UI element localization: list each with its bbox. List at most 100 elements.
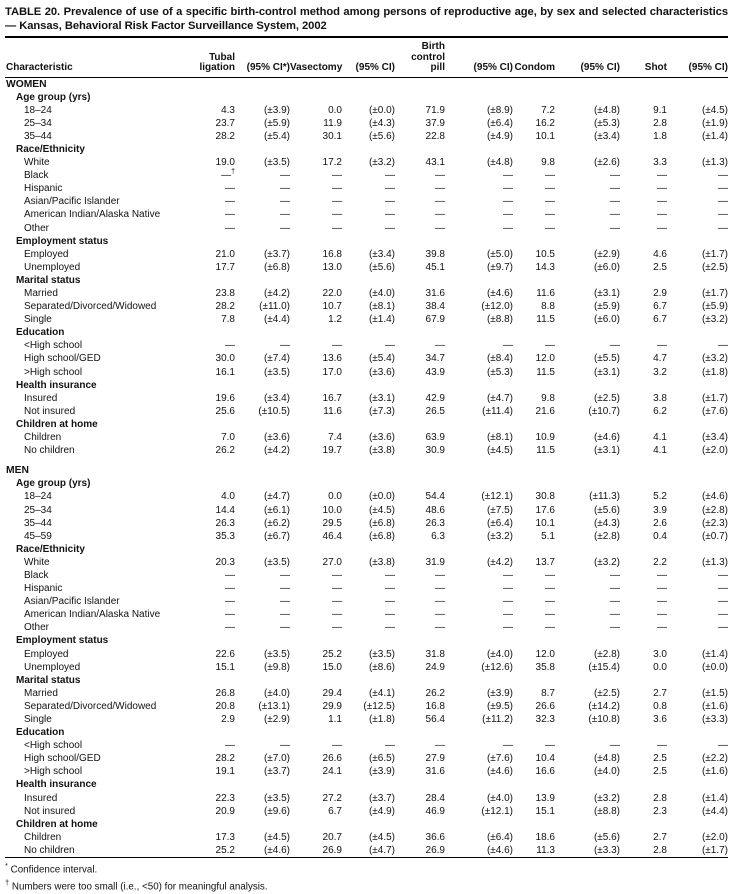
cell-value: (±3.6) (368, 432, 395, 444)
cell-value: 2.7 (653, 831, 667, 843)
cell-value: (±6.5) (368, 753, 395, 765)
cell-value: — (718, 209, 728, 221)
row-label: High school/GED (24, 753, 101, 765)
cell-value: 24.9 (425, 661, 445, 673)
cell-value: 25.2 (322, 648, 342, 660)
cell-value: (±0.7) (701, 530, 728, 542)
cell-value: 11.6 (323, 405, 342, 417)
cell-value: 6.7 (653, 301, 667, 313)
cell-value: 54.4 (425, 491, 445, 503)
group-label: Health insurance (16, 379, 97, 391)
cell-value: (±3.7) (263, 248, 290, 260)
table-row: 25–34 14.4 (±6.1) 10.0 (±4.5) 48.6 (±7.5) 17.6 (… (5, 504, 728, 517)
row-label: Black (24, 170, 49, 182)
cell-value: (±3.5) (368, 648, 395, 660)
cell-value: — (385, 596, 395, 608)
cell-value: (±8.1) (368, 301, 395, 313)
row-label: 25–34 (24, 117, 52, 129)
cell-value: (±3.1) (593, 445, 620, 457)
table-header-row: Characteristic Tubal ligation (95% CI*) Vase… (5, 38, 728, 78)
cell-value: (±4.6) (486, 844, 513, 856)
cell-value: (±4.6) (593, 432, 620, 444)
cell-value: (±3.1) (368, 392, 395, 404)
cell-value: — (718, 609, 728, 621)
cell-value: (±4.8) (593, 753, 620, 765)
row-label: Black (24, 569, 49, 581)
cell-value: — (385, 196, 395, 208)
cell-value: — (385, 209, 395, 221)
cell-value: 25.6 (215, 405, 235, 417)
cell-value: 4.0 (221, 491, 235, 503)
cell-value: — (718, 340, 728, 352)
cell-value: 2.2 (653, 556, 667, 568)
cell-value: (±2.9) (263, 714, 290, 725)
cell-value: 35.3 (215, 530, 235, 542)
table-row: Asian/Pacific Islander — — — — — — — — — — (5, 595, 728, 608)
cell-value: — (280, 740, 290, 752)
cell-value: — (435, 622, 445, 634)
cell-value: (±13.1) (258, 700, 290, 712)
cell-value: (±5.9) (593, 301, 620, 313)
row-label: Separated/Divorced/Widowed (24, 301, 157, 313)
cell-value: 2.6 (653, 517, 667, 529)
cell-value: (±4.0) (263, 687, 290, 699)
cell-value: 2.8 (653, 844, 667, 856)
cell-value: 42.9 (425, 392, 445, 404)
cell-value: (±2.0) (701, 445, 728, 457)
cell-value: 11.5 (536, 366, 555, 378)
cell-value: — (225, 569, 235, 581)
cell-value: (±1.4) (368, 314, 395, 326)
cell-value: 21.0 (215, 248, 235, 260)
cell-value: (±2.8) (593, 530, 620, 542)
cell-value: 8.7 (541, 687, 555, 699)
cell-value: 45.1 (425, 261, 445, 273)
cell-value: (±14.2) (588, 700, 620, 712)
cell-value: — (657, 196, 667, 208)
cell-value: — (332, 222, 342, 234)
cell-value: (±2.3) (701, 517, 728, 529)
group-label: Marital status (16, 274, 81, 286)
table-row: Married 26.8 (±4.0) 29.4 (±4.1) 26.2 (±3.9) 8.7… (5, 687, 728, 700)
cell-value: — (718, 622, 728, 634)
table-row: 35–44 28.2 (±5.4) 30.1 (±5.6) 22.8 (±4.9) 10.1 (… (5, 130, 728, 143)
cell-value: (±10.8) (588, 714, 620, 725)
cell-value: (±3.5) (263, 366, 290, 378)
row-label: Hispanic (24, 583, 63, 595)
cell-value: 3.3 (653, 157, 667, 169)
table-row: White 20.3 (±3.5) 27.0 (±3.8) 31.9 (±4.2) 13.7 (… (5, 556, 728, 569)
cell-value: (±6.8) (368, 530, 395, 542)
cell-value: (±0.0) (368, 491, 395, 503)
cell-value: 18.6 (535, 831, 555, 843)
cell-value: — (657, 569, 667, 581)
cell-value: 31.6 (425, 766, 445, 778)
table-row: American Indian/Alaska Native — — — — — — — — — — (5, 608, 728, 621)
cell-value: (±2.5) (593, 392, 620, 404)
table-row: 45–59 35.3 (±6.7) 46.4 (±6.8) 6.3 (±3.2) 5.1 (±2… (5, 530, 728, 543)
table-row: >High school 19.1 (±3.7) 24.1 (±3.9) 31.6 (±4.… (5, 765, 728, 778)
cell-value: 29.9 (322, 700, 342, 712)
group-label: Race/Ethnicity (16, 143, 85, 155)
cell-value: 16.1 (215, 366, 235, 378)
cell-value: (±4.0) (368, 288, 395, 299)
cell-value: 28.2 (215, 753, 235, 765)
cell-value: 63.9 (425, 432, 445, 444)
cell-value: — (545, 596, 555, 608)
cell-value: — (280, 222, 290, 234)
cell-value: — (503, 596, 513, 608)
cell-value: 13.0 (322, 261, 342, 273)
cell-value: — (280, 209, 290, 221)
cell-value: 23.8 (215, 288, 235, 299)
cell-value: (±1.7) (701, 844, 728, 856)
cell-value: — (718, 222, 728, 234)
cell-value: 9.8 (541, 157, 555, 169)
cell-value: — (385, 740, 395, 752)
row-label: High school/GED (24, 353, 101, 365)
cell-value: — (657, 609, 667, 621)
cell-value: — (280, 609, 290, 621)
row-label: Insured (24, 792, 58, 804)
cell-value: 2.8 (653, 117, 667, 129)
cell-value: 20.3 (215, 556, 235, 568)
cell-value: 22.3 (215, 792, 235, 804)
cell-value: (±6.0) (593, 261, 620, 273)
cell-value: 10.4 (535, 753, 555, 765)
